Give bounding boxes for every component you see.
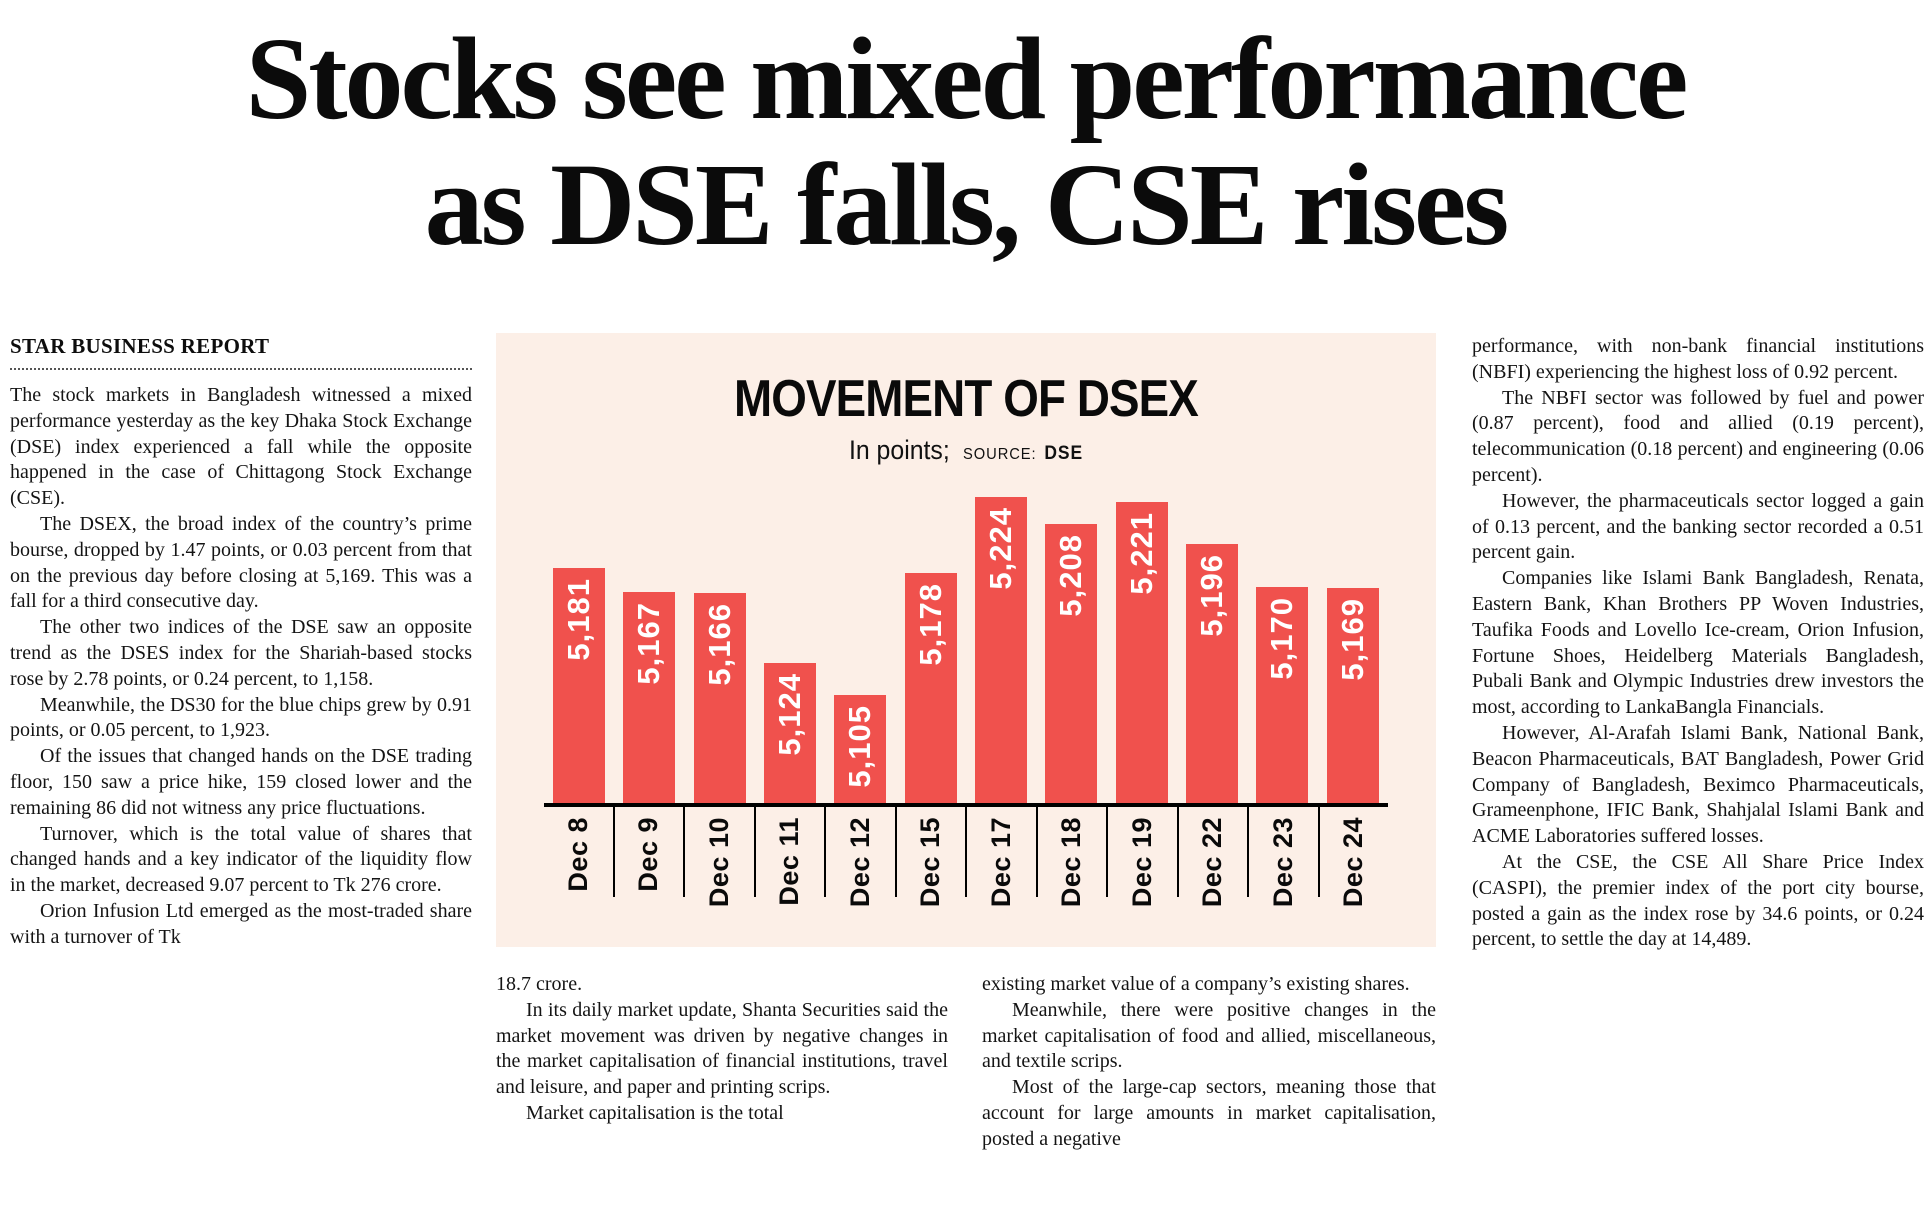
bar-value-label: 5,178 [912,583,948,666]
bar-value-label: 5,208 [1053,534,1089,617]
bar-slot-dec-10: 5,166 [685,487,755,803]
paragraph: In its daily market update, Shanta Secur… [496,998,948,1099]
axis-date-label: Dec 11 [774,817,805,906]
bar-value-label: 5,169 [1334,598,1370,681]
axis-tick-cell: Dec 11 [756,807,826,906]
bar-dec-22: 5,196 [1186,544,1239,803]
chart-source-value: DSE [1044,443,1084,464]
paragraph: 18.7 crore. [496,973,583,995]
bar-value-label: 5,170 [1264,597,1300,680]
axis-tick-cell: Dec 19 [1108,807,1179,907]
axis-tick-cell: Dec 23 [1249,807,1320,907]
paragraph: The stock markets in Bangladesh witnesse… [10,384,472,510]
axis-tick-cell: Dec 12 [826,807,897,907]
paragraph: However, Al-Arafah Islami Bank, National… [1472,721,1924,848]
dsex-bar-chart: MOVEMENT OF DSEX In points; SOURCE: DSE … [496,333,1436,947]
bar-dec-17: 5,224 [975,497,1028,803]
byline-divider [10,368,472,370]
axis-date-label: Dec 15 [915,817,946,908]
chart-source-label: SOURCE: [963,446,1037,463]
chart-x-axis: Dec 8 Dec 9 Dec 10 Dec 11 Dec 12 Dec 15 Dec 17… [544,807,1389,907]
bar-slot-dec-22: 5,196 [1177,487,1247,803]
axis-tick-cell: Dec 17 [967,807,1038,907]
paragraph: Of the issues that changed hands on the … [10,745,472,819]
bar-dec-18: 5,208 [1045,524,1098,803]
chart-plot-area: 5,181 5,167 5,166 5,124 5,105 5,178 5,224 5,208… [544,487,1388,807]
paragraph: Meanwhile, the DS30 for the blue chips g… [10,693,472,742]
axis-date-label: Dec 12 [844,817,875,908]
bar-dec-24: 5,169 [1326,588,1379,803]
paragraph: performance, with non-bank financial ins… [1472,335,1924,383]
bar-slot-dec-18: 5,208 [1036,487,1106,803]
paragraph: Orion Infusion Ltd emerged as the most-t… [10,899,472,948]
headline-line-2: as DSE falls, CSE rises [424,139,1510,271]
bar-slot-dec-15: 5,178 [896,487,966,803]
axis-date-label: Dec 17 [985,817,1016,908]
axis-date-label: Dec 9 [633,817,664,892]
bar-slot-dec-19: 5,221 [1107,487,1177,803]
article-column-middle-left: 18.7 crore. In its daily market update, … [496,972,948,1210]
paragraph: The other two indices of the DSE saw an … [10,616,472,690]
paragraph: Market capitalisation is the total [526,1101,784,1124]
chart-units-label: In points; [848,435,950,465]
axis-tick-cell: Dec 22 [1179,807,1249,907]
bar-slot-dec-12: 5,105 [825,487,895,803]
paragraph: existing market value of a company’s exi… [982,973,1410,995]
bar-slot-dec-23: 5,170 [1247,487,1317,803]
article-column-left: STAR BUSINESS REPORT The stock markets i… [10,336,472,1210]
paragraph: Companies like Islami Bank Bangladesh, R… [1472,567,1924,719]
bar-value-label: 5,224 [983,507,1019,590]
bar-value-label: 5,221 [1123,512,1159,595]
paragraph: Turnover, which is the total value of sh… [10,822,472,897]
headline: Stocks see mixed performance as DSE fall… [0,13,1931,271]
axis-tick-cell: Dec 10 [685,807,756,907]
axis-tick-cell: Dec 24 [1320,807,1389,907]
paragraph: The DSEX, the broad index of the country… [10,512,472,613]
article-column-right: performance, with non-bank financial ins… [1472,334,1924,1210]
bar-slot-dec-11: 5,124 [755,487,825,803]
paragraph: However, the pharmaceuticals sector logg… [1472,489,1924,564]
paragraph: Most of the large-cap sectors, meaning t… [982,1076,1436,1150]
bar-dec-12: 5,105 [834,695,887,803]
bar-slot-dec-17: 5,224 [966,487,1036,803]
bar-dec-19: 5,221 [1115,502,1168,803]
axis-date-label: Dec 24 [1338,817,1369,908]
bar-value-label: 5,166 [701,603,737,686]
bar-value-label: 5,105 [842,705,878,788]
bar-value-label: 5,181 [561,578,597,661]
bar-value-label: 5,124 [772,673,808,756]
paragraph: Meanwhile, there were positive changes i… [982,998,1436,1073]
bar-dec-15: 5,178 [904,573,957,803]
axis-date-label: Dec 23 [1267,817,1298,908]
bar-value-label: 5,196 [1194,554,1230,637]
axis-date-label: Dec 19 [1126,817,1157,908]
bar-dec-11: 5,124 [764,663,817,803]
bar-slot-dec-8: 5,181 [544,487,614,803]
bar-slot-dec-9: 5,167 [614,487,684,803]
bar-dec-23: 5,170 [1256,587,1309,803]
byline: STAR BUSINESS REPORT [10,336,270,358]
axis-date-label: Dec 10 [703,817,734,908]
paragraph: The NBFI sector was followed by fuel and… [1472,386,1924,486]
chart-title: MOVEMENT OF DSEX [734,370,1199,428]
bar-value-label: 5,167 [631,602,667,685]
bar-dec-8: 5,181 [553,568,606,803]
headline-line-1: Stocks see mixed performance [245,13,1689,144]
axis-date-label: Dec 8 [562,817,593,892]
axis-tick-cell: Dec 18 [1038,807,1108,907]
axis-tick-cell: Dec 15 [897,807,967,907]
axis-date-label: Dec 18 [1056,817,1087,908]
bar-dec-9: 5,167 [623,592,676,803]
axis-tick-cell: Dec 9 [615,807,685,897]
bar-slot-dec-24: 5,169 [1318,487,1388,803]
chart-subtitle: In points; SOURCE: DSE [534,435,1399,465]
axis-date-label: Dec 22 [1197,817,1228,908]
axis-tick-cell: Dec 8 [544,807,615,897]
article-column-middle-right: existing market value of a company’s exi… [982,972,1436,1210]
bar-dec-10: 5,166 [693,593,746,803]
paragraph: At the CSE, the CSE All Share Price Inde… [1472,850,1924,951]
